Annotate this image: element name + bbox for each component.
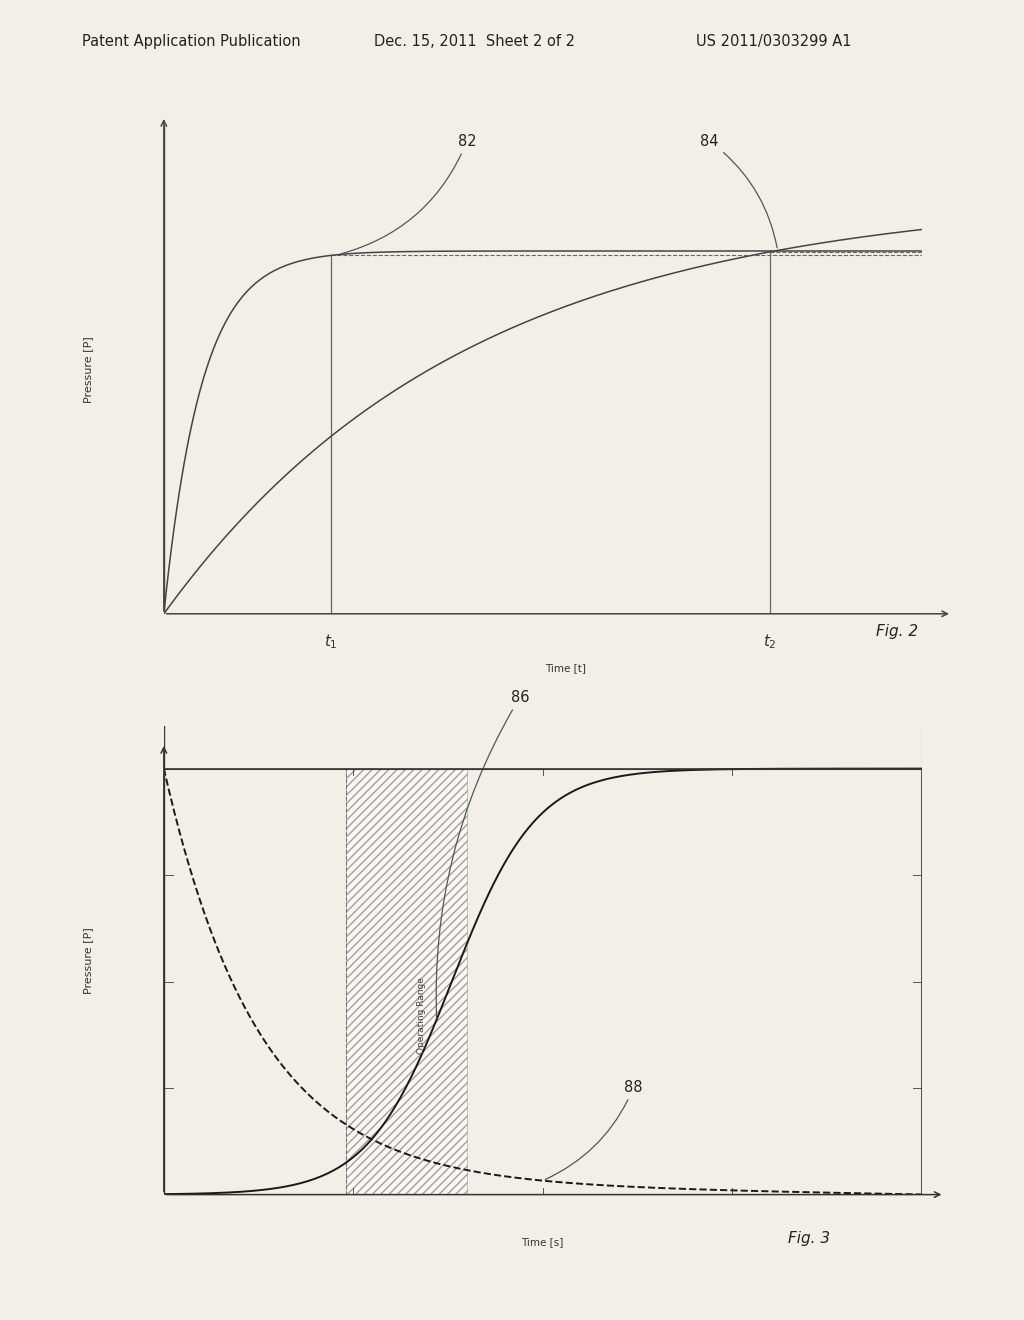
Text: 84: 84 — [700, 133, 777, 248]
Text: Pressure [P]: Pressure [P] — [83, 927, 93, 994]
Text: $t_2$: $t_2$ — [763, 632, 777, 651]
Text: Dec. 15, 2011  Sheet 2 of 2: Dec. 15, 2011 Sheet 2 of 2 — [374, 34, 574, 49]
Text: Fig. 3: Fig. 3 — [788, 1232, 830, 1246]
Text: 86: 86 — [436, 690, 529, 1016]
Text: Time [t]: Time [t] — [545, 663, 586, 673]
Text: Patent Application Publication: Patent Application Publication — [82, 34, 301, 49]
Text: US 2011/0303299 A1: US 2011/0303299 A1 — [696, 34, 852, 49]
Text: $t_1$: $t_1$ — [324, 632, 337, 651]
Text: 88: 88 — [545, 1080, 643, 1180]
Text: Time [s]: Time [s] — [521, 1237, 564, 1247]
Polygon shape — [346, 768, 467, 1195]
Text: 82: 82 — [341, 133, 476, 253]
Text: Fig. 2: Fig. 2 — [876, 624, 918, 639]
Text: Operating Range: Operating Range — [417, 977, 426, 1055]
Text: Pressure [P]: Pressure [P] — [83, 337, 93, 403]
